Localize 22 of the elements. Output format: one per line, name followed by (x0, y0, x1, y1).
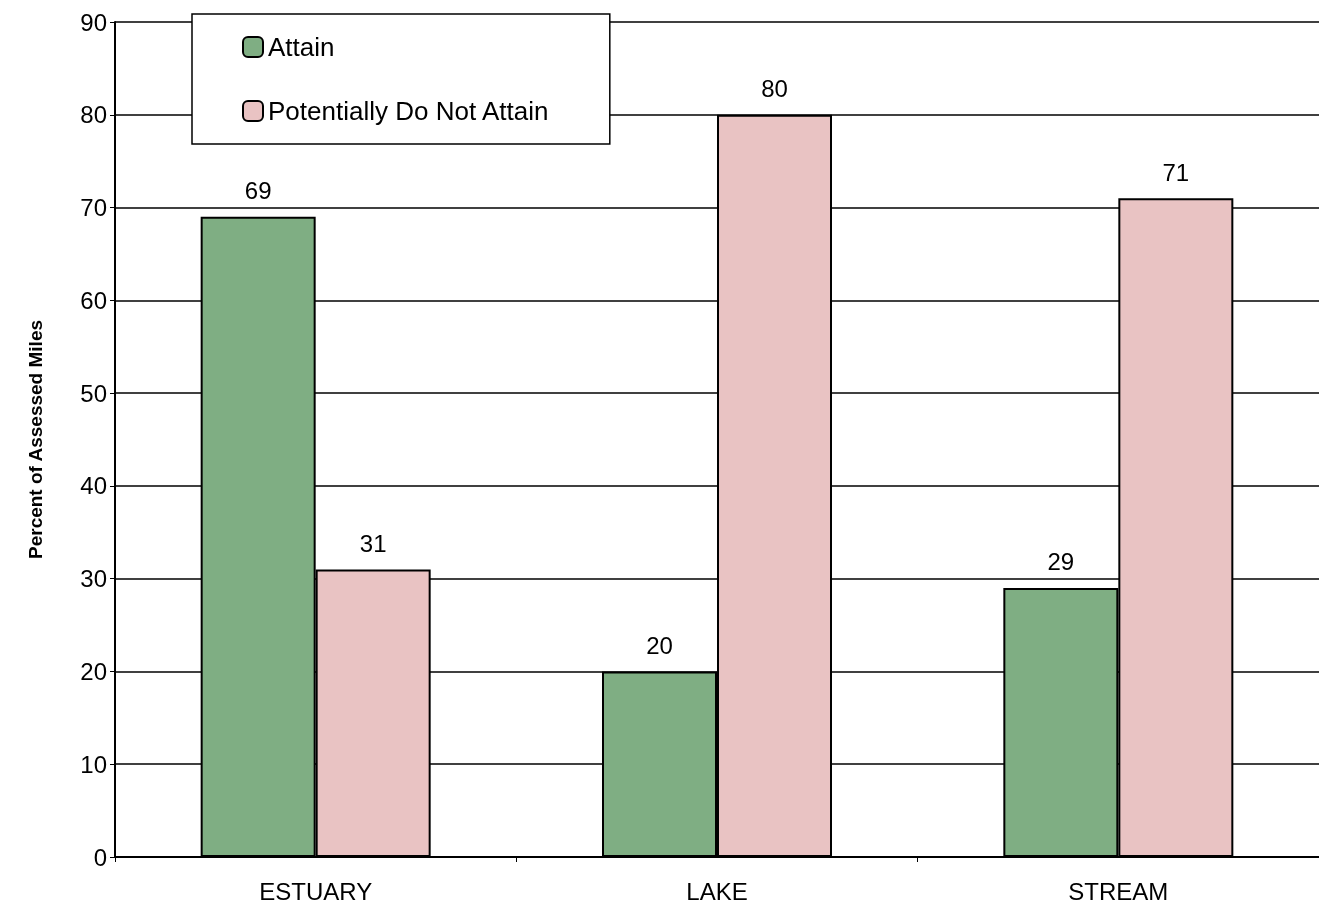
y-tick-label: 70 (80, 194, 107, 222)
data-label: 69 (244, 177, 272, 205)
legend-label: Potentially Do Not Attain (268, 96, 549, 126)
y-tick-label: 10 (80, 750, 107, 778)
legend-label: Attain (268, 32, 335, 62)
data-label: 71 (1162, 158, 1190, 186)
data-label: 20 (646, 631, 673, 659)
data-label: 31 (359, 529, 387, 557)
x-tick-label: ESTUARY (259, 877, 373, 905)
x-tick-label: LAKE (686, 877, 748, 905)
y-tick-label: 80 (80, 101, 107, 129)
y-tick-label: 20 (80, 657, 107, 685)
y-tick-label: 0 (93, 843, 107, 871)
y-tick-label: 60 (80, 286, 107, 314)
data-label: 80 (761, 75, 788, 103)
y-tick-label: 90 (80, 8, 107, 36)
y-tick-label: 40 (80, 472, 107, 500)
y-tick-label: 30 (80, 565, 107, 593)
y-axis-title: Percent of Assessed Miles (25, 319, 46, 560)
data-label: 29 (1047, 548, 1075, 576)
y-tick-label: 50 (80, 379, 107, 407)
x-tick-label: STREAM (1068, 877, 1169, 905)
